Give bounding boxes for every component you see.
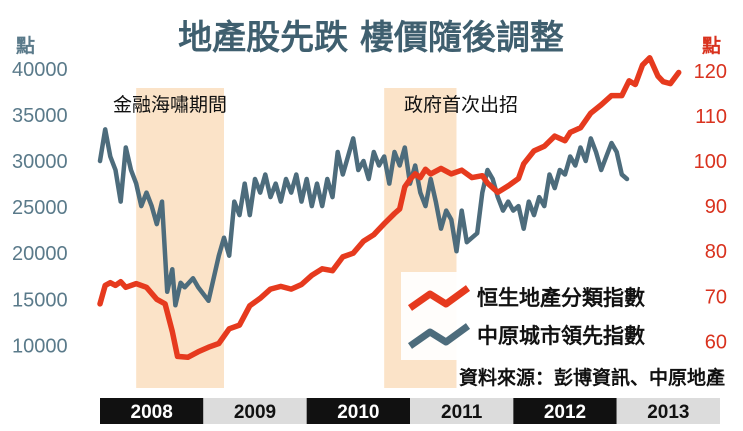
period-annotations: 金融海嘯期間 政府首次出招	[113, 94, 518, 116]
left-tick-20000: 20000	[12, 243, 68, 265]
left-tick-25000: 25000	[12, 197, 68, 219]
left-tick-15000: 15000	[12, 289, 68, 311]
year-bar: 2008 2009 2010 2011 2012 2013	[0, 392, 743, 431]
series-line-0	[97, 55, 682, 361]
legend: 恒生地產分類指數 中原城市領先指數	[401, 272, 681, 360]
year-label-2013: 2013	[647, 402, 689, 423]
year-label-2011: 2011	[441, 402, 483, 423]
right-tick-90: 90	[705, 196, 727, 218]
year-label-2008: 2008	[131, 402, 173, 423]
year-cell-2012	[513, 398, 617, 424]
series-lines	[97, 55, 682, 361]
left-axis-unit: 點	[15, 34, 35, 57]
legend-swatch-cci	[407, 323, 471, 349]
right-tick-80: 80	[705, 241, 727, 263]
year-label-2009: 2009	[234, 402, 276, 423]
shaded-period-0	[136, 88, 224, 388]
series-line-1	[97, 127, 630, 308]
left-tick-35000: 35000	[12, 105, 68, 127]
period-label-0: 金融海嘯期間	[113, 94, 227, 116]
period-label-1: 政府首次出招	[404, 94, 518, 116]
right-tick-60: 60	[705, 331, 727, 353]
right-axis-unit: 點	[701, 34, 721, 57]
right-tick-110: 110	[695, 106, 727, 128]
left-tick-40000: 40000	[12, 59, 68, 81]
legend-box	[401, 272, 681, 360]
year-cell-2013	[616, 398, 720, 424]
legend-swatch-hsp	[407, 285, 471, 311]
left-axis-ticks: 10000 15000 20000 25000 30000 35000 40000	[12, 59, 68, 358]
left-tick-30000: 30000	[12, 151, 68, 173]
left-tick-10000: 10000	[12, 335, 68, 357]
right-tick-120: 120	[694, 61, 727, 83]
right-tick-100: 100	[694, 151, 727, 173]
shaded-periods	[136, 88, 457, 388]
source-note: 資料來源：彭博資訊、中原地產	[459, 366, 725, 389]
year-cell-2010	[306, 398, 410, 424]
year-cell-2011	[410, 398, 514, 424]
year-cell-2008	[100, 398, 204, 424]
year-cell-2009	[203, 398, 307, 424]
chart-title: 地產股先跌 樓價隨後調整	[178, 18, 564, 58]
year-label-2012: 2012	[544, 402, 586, 423]
legend-label-hsp: 恒生地產分類指數	[477, 286, 645, 310]
legend-label-cci: 中原城市領先指數	[477, 324, 645, 348]
right-axis-ticks: 60 70 80 90 100 110 120	[694, 61, 727, 354]
right-tick-70: 70	[705, 286, 727, 308]
year-label-2010: 2010	[337, 402, 379, 423]
